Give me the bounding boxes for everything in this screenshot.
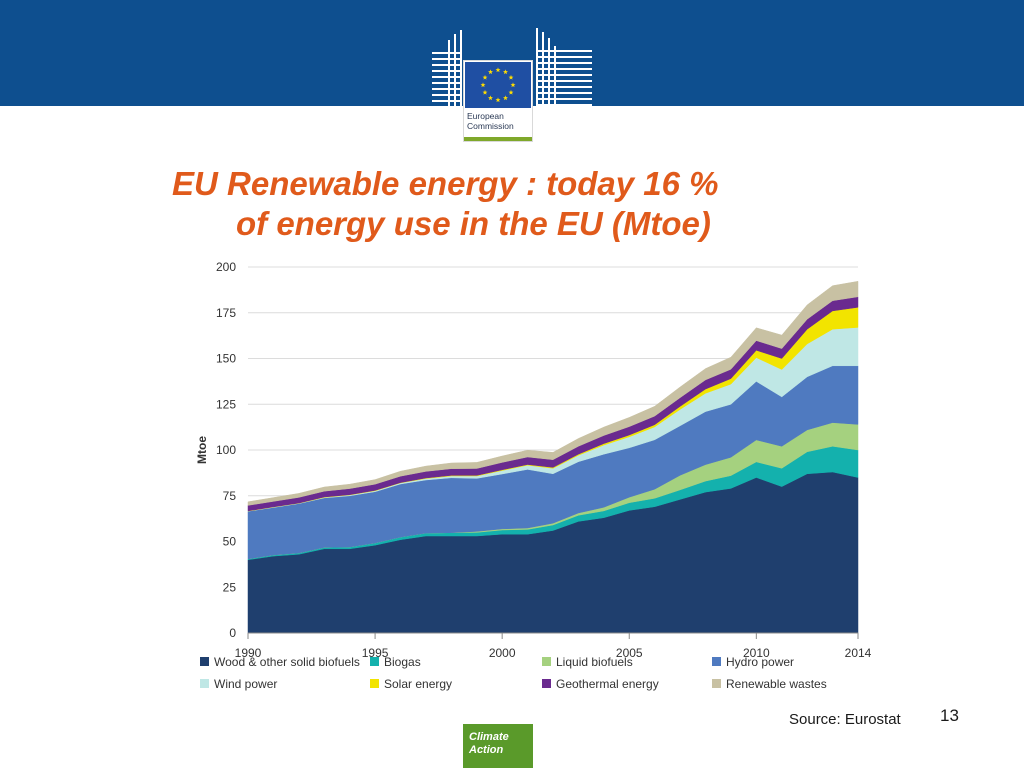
legend-swatch — [200, 657, 209, 666]
eu-flag-icon — [465, 62, 531, 108]
flag-star-icon — [488, 69, 493, 75]
legend-swatch — [370, 679, 379, 688]
flag-star-icon — [508, 74, 514, 80]
flag-star-icon — [480, 82, 486, 88]
y-tick-label: 150 — [216, 352, 236, 366]
building-stripes-icon — [432, 28, 592, 108]
legend-swatch — [712, 657, 721, 666]
flag-star-icon — [495, 67, 501, 73]
flag-star-icon — [503, 69, 508, 75]
legend-label: Wood & other solid biofuels — [214, 655, 360, 669]
flag-star-icon — [508, 89, 514, 95]
area-series-renewable-wastes — [247, 281, 859, 506]
legend-label: Geothermal energy — [556, 677, 659, 691]
legend-swatch — [542, 679, 551, 688]
flag-star-icon — [482, 74, 488, 80]
y-tick-label: 50 — [223, 535, 237, 549]
legend-swatch — [542, 657, 551, 666]
legend-item: Hydro power — [712, 655, 794, 669]
legend-item: Solar energy — [370, 677, 452, 691]
source-note: Source: Eurostat — [789, 711, 901, 728]
renewable-energy-chart: 0 25 50 75 100 125 150 175 200 1990 1995 2000 2005 20… — [195, 260, 872, 691]
legend-item: Biogas — [370, 655, 421, 669]
title-line-1: EU Renewable energy : today 16 % — [172, 165, 719, 202]
x-tick-label: 2014 — [845, 646, 872, 660]
european-commission-logo: European Commission — [428, 28, 596, 142]
y-tick-label: 100 — [216, 443, 236, 457]
legend-swatch — [200, 679, 209, 688]
x-tick-label: 2005 — [616, 646, 643, 660]
legend-item: Renewable wastes — [712, 677, 827, 691]
title-line-2: of energy use in the EU (Mtoe) — [236, 205, 711, 242]
y-tick-label: 125 — [216, 397, 236, 411]
climate-action-badge: Climate Action — [463, 724, 533, 768]
flag-star-icon — [510, 82, 516, 88]
logo-text: European Commission — [467, 111, 514, 131]
y-tick-label: 75 — [223, 489, 237, 503]
logo-underline — [464, 137, 532, 141]
flag-star-icon — [488, 95, 493, 101]
legend-item: Liquid biofuels — [542, 655, 633, 669]
logo-box: European Commission — [463, 60, 533, 142]
y-tick-label: 200 — [216, 260, 236, 274]
x-tick-label: 2000 — [489, 646, 516, 660]
flag-star-icon — [482, 89, 488, 95]
y-tick-label: 0 — [229, 626, 236, 640]
legend-label: Solar energy — [384, 677, 452, 691]
y-axis-label: Mtoe — [195, 436, 209, 464]
legend-label: Renewable wastes — [726, 677, 827, 691]
slide-title: EU Renewable energy : today 16 % of ener… — [172, 164, 892, 244]
x-tick-label: 1995 — [362, 646, 389, 660]
legend-swatch — [712, 679, 721, 688]
page-number: 13 — [940, 706, 959, 725]
flag-star-icon — [503, 95, 508, 101]
legend-item: Geothermal energy — [542, 677, 659, 691]
x-tick-label: 1990 — [235, 646, 262, 660]
legend-label: Hydro power — [726, 655, 794, 669]
flag-star-icon — [495, 97, 501, 103]
y-tick-label: 175 — [216, 306, 236, 320]
y-tick-label: 25 — [223, 580, 237, 594]
legend-swatch — [370, 657, 379, 666]
legend-item: Wind power — [200, 677, 277, 691]
legend-label: Liquid biofuels — [556, 655, 633, 669]
legend-label: Biogas — [384, 655, 421, 669]
legend-label: Wind power — [214, 677, 277, 691]
x-tick-label: 2010 — [743, 646, 770, 660]
legend-item: Wood & other solid biofuels — [200, 655, 360, 669]
